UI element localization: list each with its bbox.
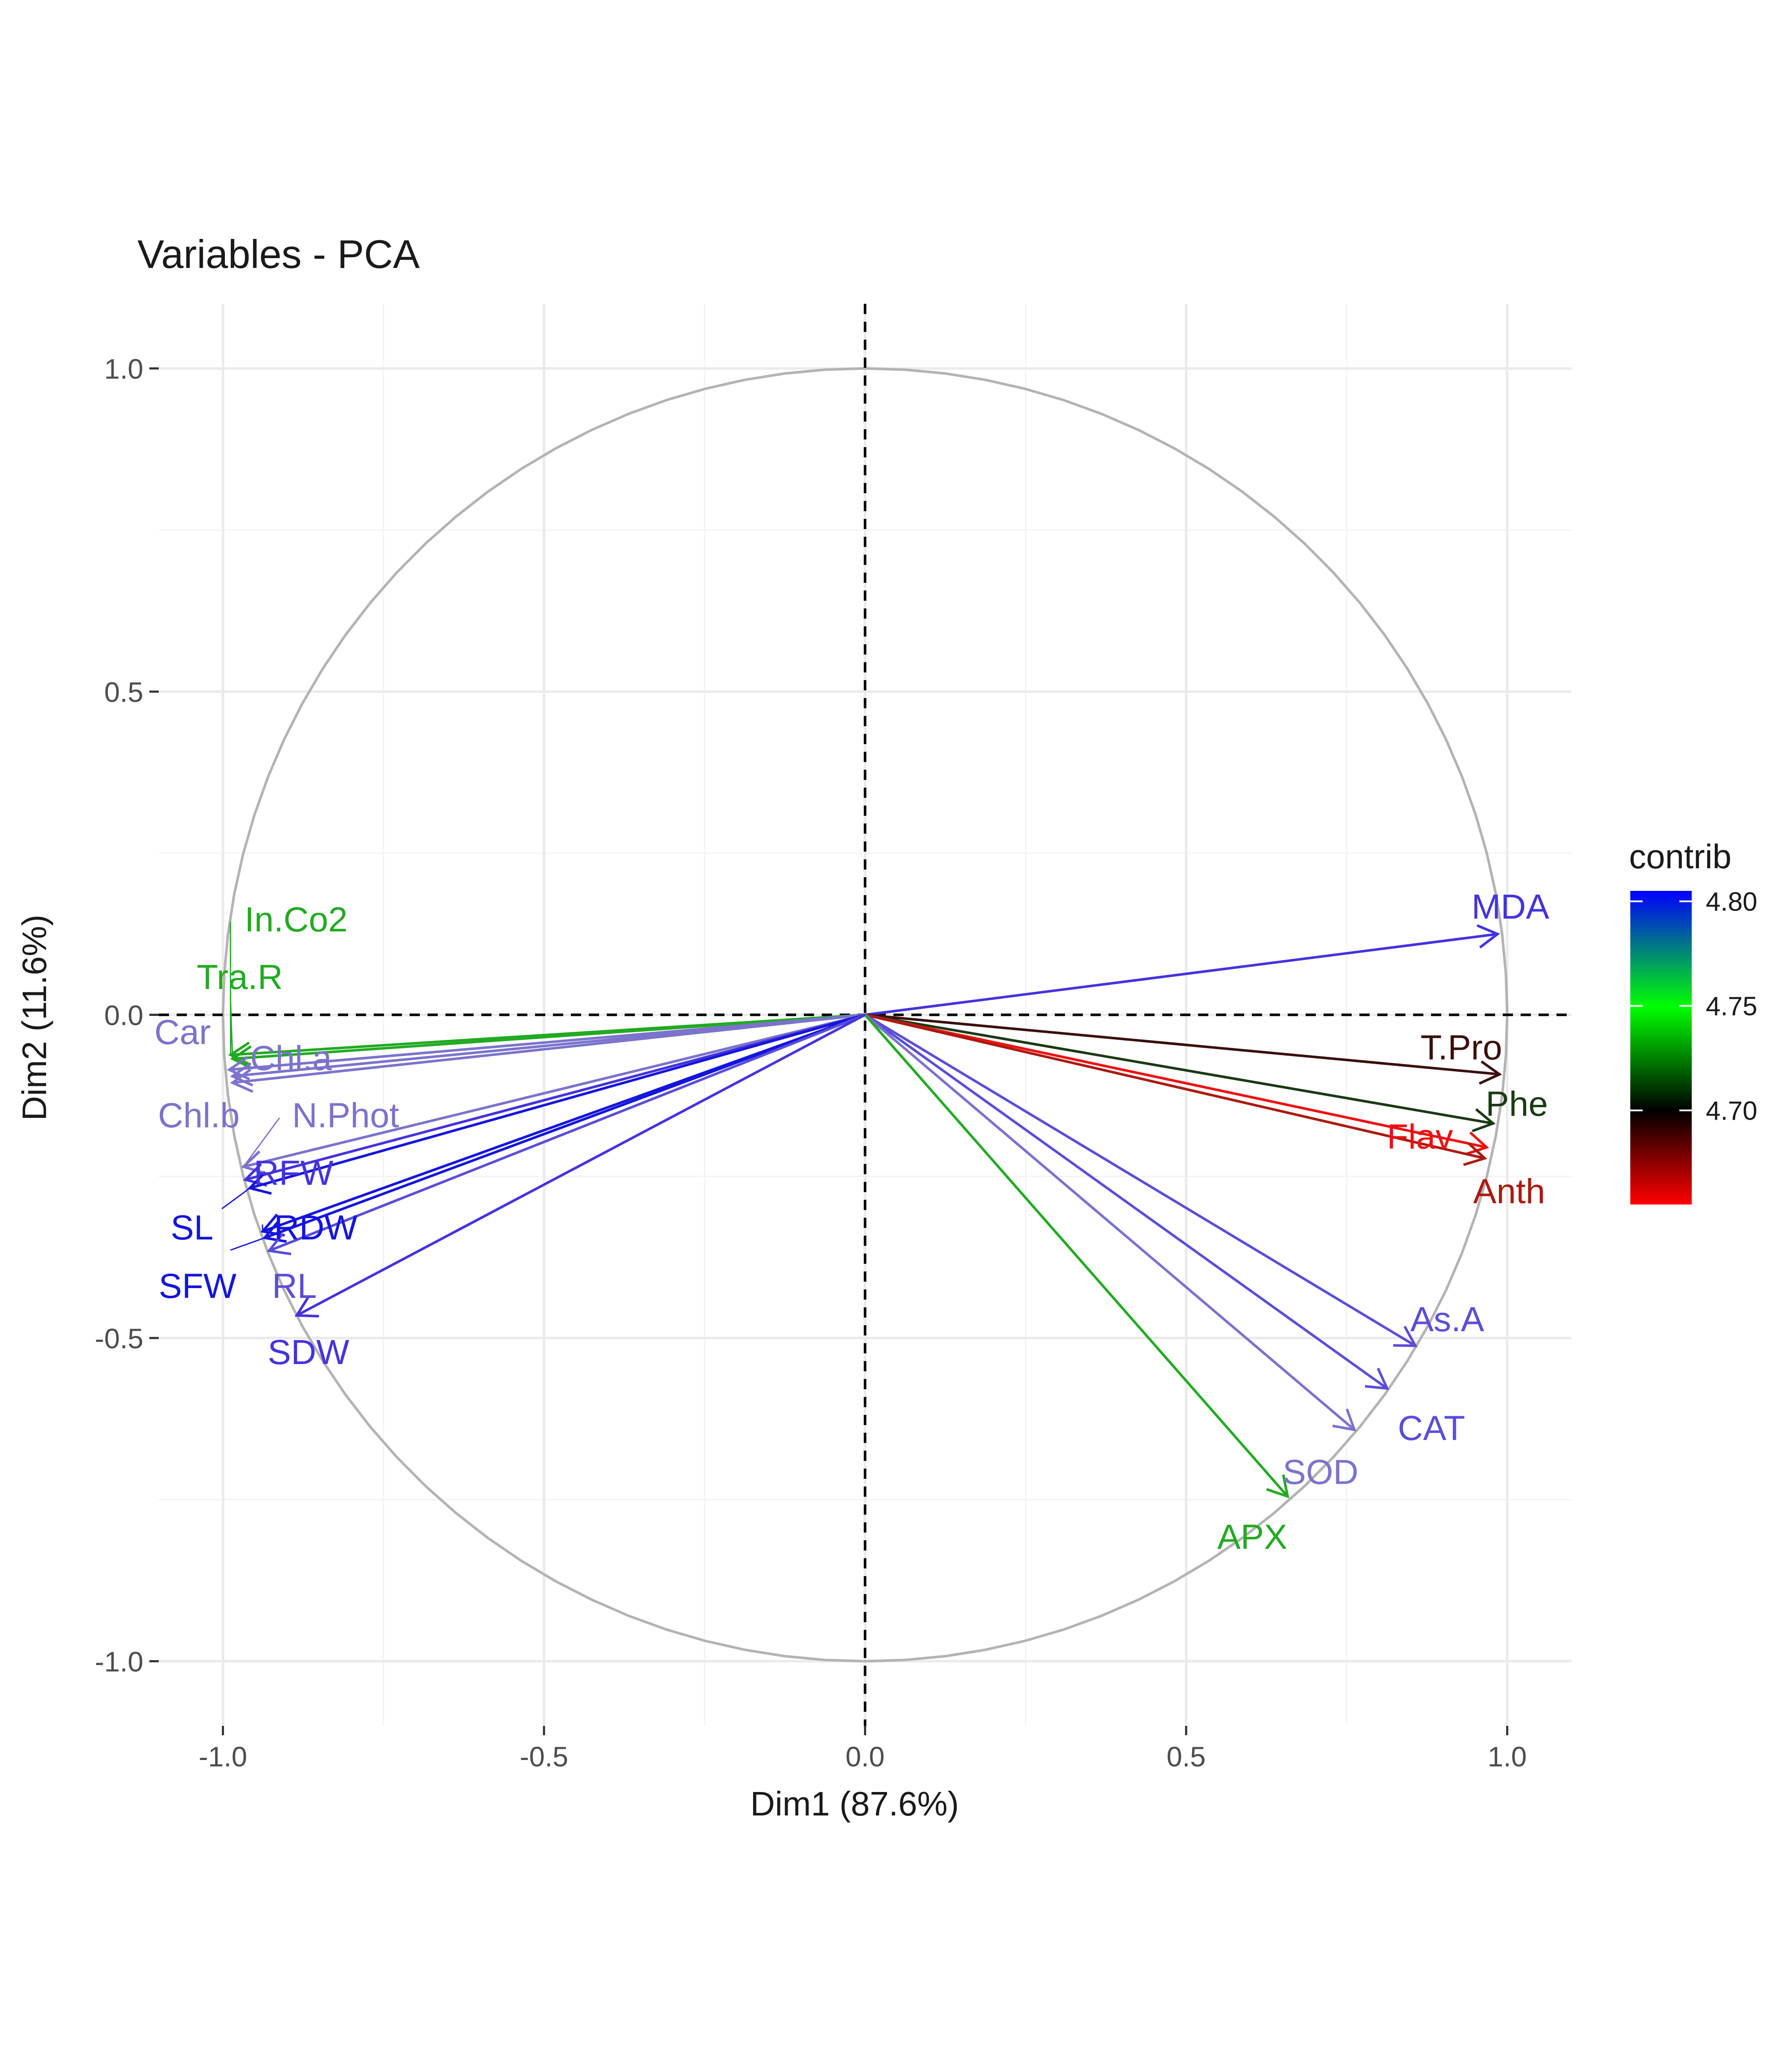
arrow-shaft: [865, 1013, 1500, 1076]
x-tick-label: -0.5: [520, 1741, 568, 1772]
arrow-mda: [865, 924, 1500, 1016]
arrow-flav: [864, 1013, 1489, 1155]
arrow-head: [267, 1232, 291, 1256]
arrow-shaft: [232, 1013, 865, 1060]
label-tra-r: Tra.R: [197, 958, 283, 997]
y-tick-label: 0.5: [104, 676, 143, 708]
arrow-head: [1463, 1142, 1487, 1166]
x-tick-label: -1.0: [199, 1741, 247, 1772]
arrow-t-pro: [865, 1013, 1502, 1085]
arrow-head: [1393, 1326, 1418, 1347]
arrow-sod: [864, 1014, 1356, 1432]
legend-colorbar: [1630, 891, 1692, 1204]
label-rdw: RDW: [274, 1208, 358, 1247]
arrow-head: [1476, 924, 1500, 949]
y-tick-label: 1.0: [104, 353, 143, 385]
arrow-shaft: [864, 1013, 1493, 1125]
arrow-shaft: [864, 1014, 1356, 1431]
axes: -1.0 -0.5 0.0 0.5 1.0 -1.0 -0.5 0.0 0.5 1.0: [95, 353, 1527, 1773]
label-chl-b: Chl.b: [158, 1096, 239, 1135]
label-leader: [221, 1187, 250, 1210]
arrow-shaft: [864, 1013, 1416, 1347]
arrow-sdw: [294, 1013, 866, 1318]
label-apx: APX: [1217, 1518, 1287, 1556]
label-leader: [230, 921, 232, 1055]
arrow-shaft: [232, 1013, 865, 1084]
arrow-shaft: [865, 933, 1498, 1016]
arrow-shaft: [864, 1014, 1289, 1498]
label-sod: SOD: [1283, 1453, 1359, 1492]
arrow-head: [1365, 1367, 1389, 1390]
arrow-shaft: [245, 1013, 866, 1181]
arrow-cat: [864, 1014, 1389, 1390]
arrow-chl-b: [230, 1013, 865, 1093]
y-tick-label: 0.0: [104, 1000, 143, 1031]
label-phe: Phe: [1486, 1085, 1548, 1123]
arrow-head: [1478, 1060, 1502, 1085]
legend-tick-label: 4.70: [1706, 1097, 1757, 1126]
label-sdw: SDW: [268, 1333, 349, 1372]
contrib-legend: contrib 4.70 4.75 4.80: [1629, 838, 1757, 1204]
unit-circle: [221, 367, 1509, 1663]
label-anth: Anth: [1473, 1172, 1545, 1211]
label-chl-a: Chl.a: [250, 1039, 332, 1078]
variable-arrows: [227, 924, 1502, 1498]
label-rfw: RFW: [254, 1154, 334, 1193]
label-leader: [230, 1237, 265, 1251]
chart-title: Variables - PCA: [137, 232, 420, 276]
variable-labels: MDA T.Pro Phe Flav Anth As.A CAT SOD APX In.Co2 Tr…: [154, 887, 1549, 1556]
arrow-head: [1266, 1474, 1289, 1498]
label-as-a: As.A: [1410, 1300, 1484, 1339]
arrow-head: [230, 1068, 253, 1093]
arrow-shaft: [296, 1013, 866, 1317]
label-leader: [262, 1224, 264, 1232]
legend-tick-label: 4.75: [1706, 992, 1757, 1021]
arrow-shaft: [264, 1013, 866, 1239]
label-car: Car: [154, 1013, 211, 1052]
correlation-circle: [221, 367, 1509, 1663]
arrow-as-a: [864, 1013, 1418, 1347]
label-sfw: SFW: [159, 1267, 237, 1306]
arrow-head: [1332, 1408, 1356, 1432]
label-leader: [230, 996, 233, 1059]
label-cat: CAT: [1398, 1409, 1465, 1448]
y-tick-label: -0.5: [95, 1323, 143, 1354]
arrow-shaft: [249, 1013, 866, 1190]
arrow-anth: [864, 1013, 1487, 1166]
arrow-apx: [864, 1014, 1289, 1498]
x-tick-label: 1.0: [1488, 1741, 1527, 1772]
legend-tick-label: 4.80: [1706, 887, 1757, 917]
label-t-pro: T.Pro: [1420, 1028, 1502, 1067]
arrow-rl: [267, 1013, 866, 1256]
arrow-phe: [864, 1013, 1496, 1132]
arrow-shaft: [864, 1013, 1485, 1160]
y-tick-label: -1.0: [95, 1646, 143, 1678]
x-axis-label: Dim1 (87.6%): [750, 1785, 959, 1823]
label-flav: Flav: [1387, 1117, 1453, 1156]
arrow-shaft: [268, 1013, 866, 1252]
arrow-shaft: [243, 1013, 866, 1168]
arrow-rfw: [243, 1013, 866, 1187]
label-mda: MDA: [1472, 887, 1550, 926]
arrow-head: [1472, 1108, 1496, 1132]
label-in-co2: In.Co2: [244, 900, 348, 939]
label-n-phot: N.Phot: [292, 1096, 399, 1135]
arrow-head: [1465, 1132, 1489, 1155]
label-rl: RL: [272, 1267, 317, 1306]
legend-title: contrib: [1629, 838, 1731, 876]
arrow-shaft: [864, 1013, 1487, 1149]
arrow-shaft: [864, 1014, 1388, 1390]
label-sl: SL: [171, 1208, 213, 1247]
y-axis-label: Dim2 (11.6%): [15, 914, 53, 1120]
arrow-head: [243, 1163, 268, 1187]
x-tick-label: 0.0: [846, 1741, 885, 1772]
x-tick-label: 0.5: [1167, 1741, 1206, 1772]
arrow-head: [294, 1296, 319, 1318]
legend-ticks: 4.70 4.75 4.80: [1630, 887, 1757, 1126]
label-leader: [243, 1117, 280, 1167]
